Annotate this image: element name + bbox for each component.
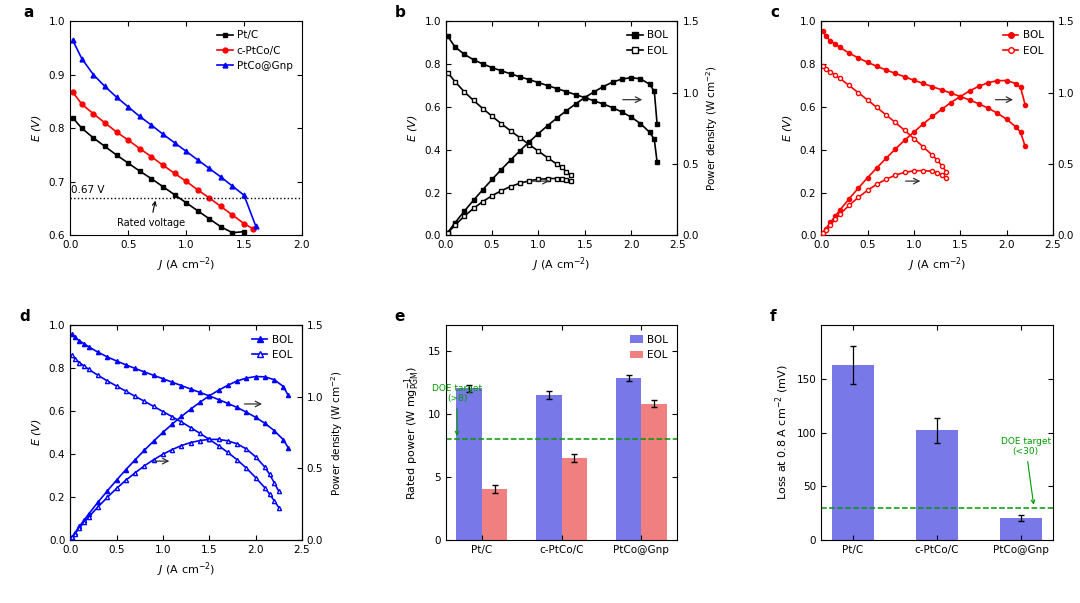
PtCo@Gnp	[249, 222, 262, 229]
Text: Rated voltage: Rated voltage	[117, 202, 185, 228]
Pt/C	[191, 207, 204, 215]
Pt/C	[215, 223, 228, 230]
PtCo@Gnp	[66, 36, 79, 43]
PtCo@Gnp	[179, 148, 192, 155]
Line: Pt/C: Pt/C	[70, 115, 246, 235]
PtCo@Gnp	[145, 121, 158, 128]
PtCo@Gnp	[168, 139, 181, 147]
Pt/C	[226, 229, 239, 236]
PtCo@Gnp	[215, 174, 228, 181]
c-PtCo/C	[238, 220, 251, 227]
c-PtCo/C	[98, 119, 111, 127]
Y-axis label: Power density (W cm$^{-2}$): Power density (W cm$^{-2}$)	[704, 65, 720, 191]
PtCo@Gnp	[226, 183, 239, 190]
PtCo@Gnp	[86, 71, 99, 78]
c-PtCo/C	[122, 136, 135, 144]
PtCo@Gnp	[98, 83, 111, 90]
Text: d: d	[19, 309, 30, 324]
PtCo@Gnp	[238, 192, 251, 199]
Y-axis label: $E$ (V): $E$ (V)	[30, 115, 43, 142]
Text: c: c	[770, 5, 779, 20]
Bar	[916, 431, 958, 540]
c-PtCo/C	[191, 186, 204, 194]
Bar	[832, 365, 874, 540]
Line: c-PtCo/C: c-PtCo/C	[70, 89, 256, 232]
Line: PtCo@Gnp: PtCo@Gnp	[70, 37, 258, 228]
PtCo@Gnp	[133, 113, 146, 120]
Pt/C	[238, 228, 251, 235]
Pt/C	[203, 215, 216, 223]
c-PtCo/C	[168, 169, 181, 177]
Legend: BOL, EOL: BOL, EOL	[623, 27, 672, 60]
Text: b: b	[394, 5, 406, 20]
Pt/C	[145, 175, 158, 182]
c-PtCo/C	[133, 145, 146, 152]
Legend: Pt/C, c-PtCo/C, PtCo@Gnp: Pt/C, c-PtCo/C, PtCo@Gnp	[213, 27, 297, 75]
Pt/C	[86, 134, 99, 142]
Pt/C	[168, 191, 181, 198]
Pt/C	[76, 125, 89, 132]
PtCo@Gnp	[191, 156, 204, 163]
PtCo@Gnp	[157, 130, 170, 137]
Bar	[616, 378, 642, 540]
PtCo@Gnp	[76, 55, 89, 62]
Pt/C	[133, 168, 146, 175]
c-PtCo/C	[226, 212, 239, 219]
c-PtCo/C	[179, 178, 192, 185]
Text: 0.67 V: 0.67 V	[71, 185, 105, 195]
Text: a: a	[24, 5, 35, 20]
c-PtCo/C	[203, 194, 216, 201]
c-PtCo/C	[66, 88, 79, 95]
Pt/C	[98, 143, 111, 150]
Pt/C	[157, 183, 170, 191]
Bar	[642, 403, 667, 540]
Legend: BOL, EOL: BOL, EOL	[247, 330, 297, 364]
Legend: BOL, EOL: BOL, EOL	[626, 330, 672, 364]
c-PtCo/C	[76, 101, 89, 108]
Text: e: e	[394, 309, 405, 324]
Text: f: f	[770, 309, 777, 324]
X-axis label: $J$ (A cm$^{-2}$): $J$ (A cm$^{-2}$)	[532, 256, 591, 274]
c-PtCo/C	[215, 203, 228, 210]
c-PtCo/C	[110, 128, 123, 136]
Pt/C	[110, 151, 123, 159]
Y-axis label: Rated power (W mg$_{\rm PGM}^{-1}$): Rated power (W mg$_{\rm PGM}^{-1}$)	[403, 365, 422, 500]
c-PtCo/C	[247, 226, 260, 233]
X-axis label: $J$ (A cm$^{-2}$): $J$ (A cm$^{-2}$)	[157, 256, 215, 274]
Bar	[482, 489, 508, 540]
PtCo@Gnp	[203, 165, 216, 172]
Y-axis label: $E$ (V): $E$ (V)	[30, 418, 43, 446]
Legend: BOL, EOL: BOL, EOL	[999, 27, 1048, 60]
PtCo@Gnp	[122, 103, 135, 110]
c-PtCo/C	[145, 153, 158, 160]
Y-axis label: $E$ (V): $E$ (V)	[781, 115, 794, 142]
Y-axis label: Loss at 0.8 A cm$^{-2}$ (mV): Loss at 0.8 A cm$^{-2}$ (mV)	[773, 365, 791, 500]
Bar	[536, 395, 562, 540]
Bar	[562, 458, 588, 540]
X-axis label: $J$ (A cm$^{-2}$): $J$ (A cm$^{-2}$)	[908, 256, 967, 274]
Bar	[456, 388, 482, 540]
Bar	[1000, 518, 1042, 540]
c-PtCo/C	[86, 110, 99, 118]
Pt/C	[122, 159, 135, 166]
X-axis label: $J$ (A cm$^{-2}$): $J$ (A cm$^{-2}$)	[157, 560, 215, 579]
Text: DOE target
(>8): DOE target (>8)	[432, 384, 482, 435]
PtCo@Gnp	[110, 93, 123, 101]
Text: DOE target
(<30): DOE target (<30)	[1000, 437, 1051, 504]
Pt/C	[66, 114, 79, 121]
c-PtCo/C	[157, 162, 170, 169]
Pt/C	[179, 199, 192, 206]
Y-axis label: $E$ (V): $E$ (V)	[406, 115, 419, 142]
Y-axis label: Power density (W cm$^{-2}$): Power density (W cm$^{-2}$)	[329, 370, 345, 496]
